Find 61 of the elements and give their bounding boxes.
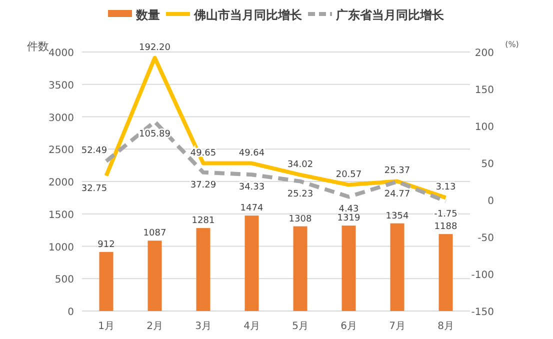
data-label: 192.20	[139, 42, 171, 53]
data-label: 4.43	[338, 204, 359, 215]
x-tick-label: 7月	[389, 321, 406, 332]
y-tick-label: 1000	[48, 242, 74, 254]
data-label: 25.23	[287, 189, 314, 200]
data-label: 49.64	[238, 148, 265, 158]
data-label: 20.57	[336, 170, 362, 180]
y-tick-label: 3000	[48, 112, 74, 124]
x-tick-label: 8月	[438, 321, 454, 332]
x-tick-label: 4月	[244, 321, 260, 332]
data-label: 37.29	[190, 180, 216, 190]
bar	[390, 223, 404, 311]
y-tick-label: 2000	[48, 178, 74, 188]
y2-tick-label: 50	[481, 159, 494, 170]
data-label: 34.02	[287, 160, 314, 170]
data-label: 1188	[434, 222, 458, 232]
y-tick-label: 0	[68, 307, 74, 318]
y2-tick-label: -50	[478, 233, 494, 244]
y-tick-label: 4000	[48, 48, 74, 59]
y2-tick-label: -100	[471, 270, 494, 281]
y2-tick-label: 100	[474, 122, 494, 133]
legend-label: 数量	[135, 8, 160, 22]
data-label: -1.75	[434, 209, 458, 220]
y2-tick-label: 200	[474, 48, 494, 59]
y-tick-label: 500	[54, 274, 74, 286]
data-label: 1354	[386, 211, 409, 222]
data-label: 34.33	[238, 182, 265, 193]
y2-tick-label: -150	[471, 307, 494, 318]
data-label: 1319	[337, 214, 360, 224]
data-label: 105.89	[139, 130, 171, 140]
y2-axis-title: (%)	[505, 40, 519, 49]
bar	[99, 252, 114, 311]
y-tick-label: 3500	[48, 80, 74, 92]
bar	[293, 226, 308, 311]
y-tick-label: 1500	[48, 210, 74, 221]
data-label: 1308	[288, 214, 312, 224]
data-label: 3.13	[436, 182, 456, 193]
x-tick-label: 3月	[195, 321, 212, 332]
x-tick-label: 1月	[98, 321, 114, 332]
bar	[438, 234, 453, 311]
y2-tick-label: 150	[474, 85, 494, 96]
legend-label: 广东省当月同比增长	[335, 8, 445, 22]
bar	[244, 216, 259, 311]
bar	[148, 240, 162, 311]
bar	[342, 226, 356, 311]
data-label: 52.49	[81, 146, 108, 156]
data-label: 32.75	[81, 184, 108, 194]
y-axis-title: 件数	[27, 40, 49, 53]
data-label: 1474	[240, 204, 264, 214]
y-tick-label: 2500	[48, 145, 74, 156]
data-label: 1087	[143, 228, 166, 239]
bar	[196, 228, 210, 311]
y2-tick-label: 0	[488, 196, 494, 207]
x-tick-label: 6月	[340, 321, 357, 332]
x-tick-label: 2月	[146, 321, 163, 332]
data-label: 1281	[192, 216, 215, 226]
legend-label: 佛山市当月同比增长	[193, 8, 303, 22]
data-label: 24.77	[384, 190, 410, 200]
data-label: 25.37	[384, 166, 410, 176]
x-tick-label: 5月	[292, 321, 308, 332]
data-label: 912	[98, 240, 115, 250]
